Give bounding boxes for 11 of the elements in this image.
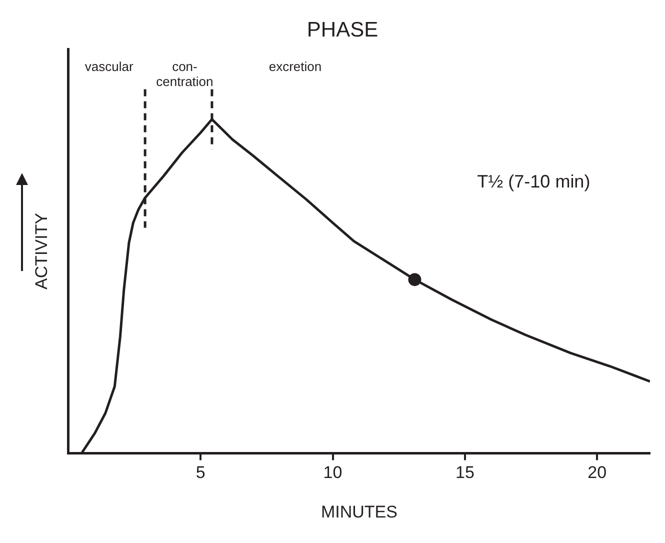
x-tick-label: 20	[588, 463, 607, 482]
x-axis-title: MINUTES	[320, 502, 398, 522]
y-axis-title: ACTIVITY	[32, 212, 51, 290]
x-tick-label: 15	[455, 463, 474, 482]
annotation: T½ (7-10 min)	[477, 171, 590, 192]
x-tick-label: 5	[196, 463, 206, 482]
text: con- centration	[156, 58, 214, 89]
chart-title: PHASE	[306, 18, 378, 42]
text: vascular	[84, 58, 134, 74]
text: excretion	[268, 58, 322, 74]
x-tick-label: 10	[323, 463, 342, 482]
